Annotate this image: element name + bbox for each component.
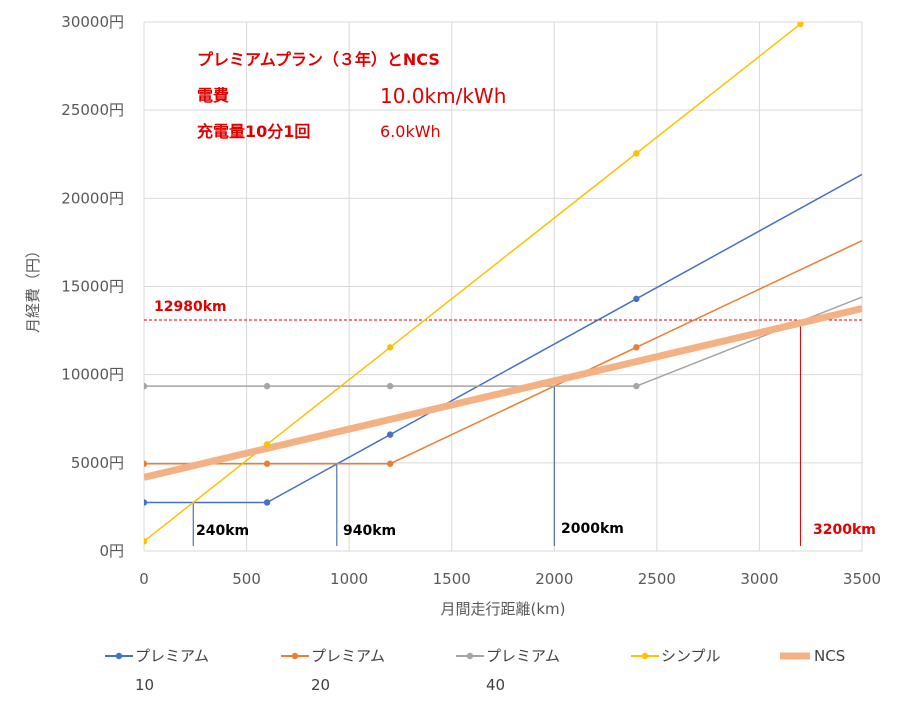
legend-label: NCS xyxy=(814,647,845,665)
data-point xyxy=(144,499,148,506)
x-tick-label: 500 xyxy=(232,570,261,588)
legend-label: シンプル xyxy=(661,647,721,665)
x-tick-label: 0 xyxy=(139,570,149,588)
info-title: プレミアムプラン（３年）とNCS xyxy=(197,50,440,69)
vline-label: 240km xyxy=(196,523,249,539)
x-tick-label: 3000 xyxy=(740,570,778,588)
legend-marker xyxy=(291,652,299,660)
y-tick-label: 25000円 xyxy=(61,101,124,119)
y-tick-label: 20000円 xyxy=(61,189,124,207)
legend-marker xyxy=(641,652,649,660)
legend-sublabel: 10 xyxy=(135,676,154,694)
legend-label: プレミアム xyxy=(135,647,209,665)
legend-sublabel: 20 xyxy=(311,676,330,694)
y-tick-label: 5000円 xyxy=(71,454,124,472)
reference-lines: 12980km xyxy=(144,299,862,546)
data-point xyxy=(386,431,394,438)
series-line-4 xyxy=(144,305,862,481)
x-tick-label: 2500 xyxy=(638,570,676,588)
data-point xyxy=(633,295,640,303)
y-axis-label: 月経費（円） xyxy=(24,243,42,333)
y-tick-label: 10000円 xyxy=(61,366,124,384)
series-line-1 xyxy=(144,239,862,465)
data-point xyxy=(263,441,271,448)
legend: プレミアム 10 プレミアム 20 プレミアム 40 シンプル NCS xyxy=(105,647,845,694)
y-tick-label: 15000円 xyxy=(61,278,124,296)
info-value-efficiency: 10.0km/kWh xyxy=(380,84,506,108)
data-point xyxy=(797,22,804,28)
legend-label: プレミアム xyxy=(311,647,385,665)
vline-label: 2000km xyxy=(561,521,624,537)
y-tick-label: 0円 xyxy=(99,542,124,560)
data-point xyxy=(386,344,394,351)
x-tick-label: 2000 xyxy=(535,570,573,588)
y-tick-label: 30000円 xyxy=(61,13,124,31)
data-point xyxy=(144,538,148,545)
legend-label: プレミアム xyxy=(486,647,560,665)
grid xyxy=(143,21,863,552)
data-point xyxy=(386,382,394,390)
vline-label: 940km xyxy=(343,523,396,539)
data-point xyxy=(263,499,271,506)
hline-label: 12980km xyxy=(154,299,227,315)
legend-marker xyxy=(115,652,123,660)
data-point xyxy=(144,460,148,467)
data-point xyxy=(263,460,271,467)
x-axis-label: 月間走行距離(km) xyxy=(440,600,565,618)
info-value-charge: 6.0kWh xyxy=(380,122,441,141)
data-point xyxy=(633,344,640,351)
info-label-charge: 充電量10分1回 xyxy=(197,122,310,141)
info-label-efficiency: 電費 xyxy=(197,86,229,105)
data-point xyxy=(633,150,640,157)
series xyxy=(144,22,862,545)
data-point xyxy=(386,460,394,467)
data-point xyxy=(633,382,640,390)
tick-labels: 0円 5000円 10000円 15000円 20000円 25000円 30000円 0 50… xyxy=(61,13,881,588)
x-tick-label: 1500 xyxy=(433,570,471,588)
data-point xyxy=(263,382,271,390)
vline-label: 3200km xyxy=(813,522,876,538)
x-tick-label: 1000 xyxy=(330,570,368,588)
legend-marker xyxy=(466,652,474,660)
data-point xyxy=(144,382,148,390)
x-tick-label: 3500 xyxy=(843,570,881,588)
legend-sublabel: 40 xyxy=(486,676,505,694)
